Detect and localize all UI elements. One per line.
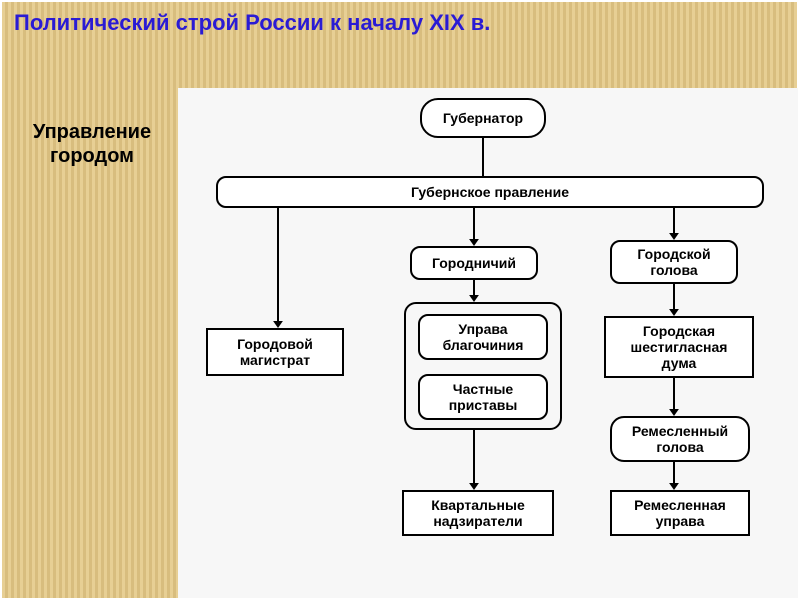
node-pristavy: Частныеприставы — [418, 374, 548, 420]
arrowhead-boxgroup-nadzir — [469, 483, 479, 490]
node-label-gov: Губернатор — [443, 110, 523, 126]
node-magistr: Городовоймагистрат — [206, 328, 344, 376]
stage: Политический строй России к началу XIX в… — [0, 0, 800, 600]
arrowhead-gubprav-gorodn — [469, 239, 479, 246]
node-label-golova: Городскойголова — [637, 246, 710, 278]
node-gubprav: Губернское правление — [216, 176, 764, 208]
node-duma: Городскаяшестигласнаядума — [604, 316, 754, 378]
arrowhead-gorodn-boxgroup — [469, 295, 479, 302]
arrowhead-gubprav-magistr — [273, 321, 283, 328]
diagram-area: Губернатор Губернское правление Городничий… — [178, 88, 798, 598]
node-label-gubprav: Губернское правление — [411, 184, 569, 200]
node-label-nadzir: Квартальныенадзиратели — [431, 497, 524, 529]
node-gov: Губернатор — [420, 98, 546, 138]
node-label-duma: Городскаяшестигласнаядума — [631, 323, 728, 371]
arrowhead-golova-duma — [669, 309, 679, 316]
arrowhead-remgolova-remupr — [669, 483, 679, 490]
sidebar-label: Управление городом — [7, 120, 177, 168]
arrowhead-duma-remgolova — [669, 409, 679, 416]
page-title: Политический строй России к началу XIX в… — [14, 10, 490, 36]
node-golova: Городскойголова — [610, 240, 738, 284]
arrowhead-gubprav-golova — [669, 233, 679, 240]
node-label-remupr: Ремесленнаяуправа — [634, 497, 726, 529]
node-remgolova: Ремесленныйголова — [610, 416, 750, 462]
node-gorodn: Городничий — [410, 246, 538, 280]
node-uprava: Управаблагочиния — [418, 314, 548, 360]
node-label-magistr: Городовоймагистрат — [237, 336, 313, 368]
node-label-gorodn: Городничий — [432, 255, 516, 271]
node-label-remgolova: Ремесленныйголова — [632, 423, 728, 455]
node-label-uprava: Управаблагочиния — [443, 321, 524, 353]
node-nadzir: Квартальныенадзиратели — [402, 490, 554, 536]
node-remupr: Ремесленнаяуправа — [610, 490, 750, 536]
node-label-pristavy: Частныеприставы — [449, 381, 518, 413]
